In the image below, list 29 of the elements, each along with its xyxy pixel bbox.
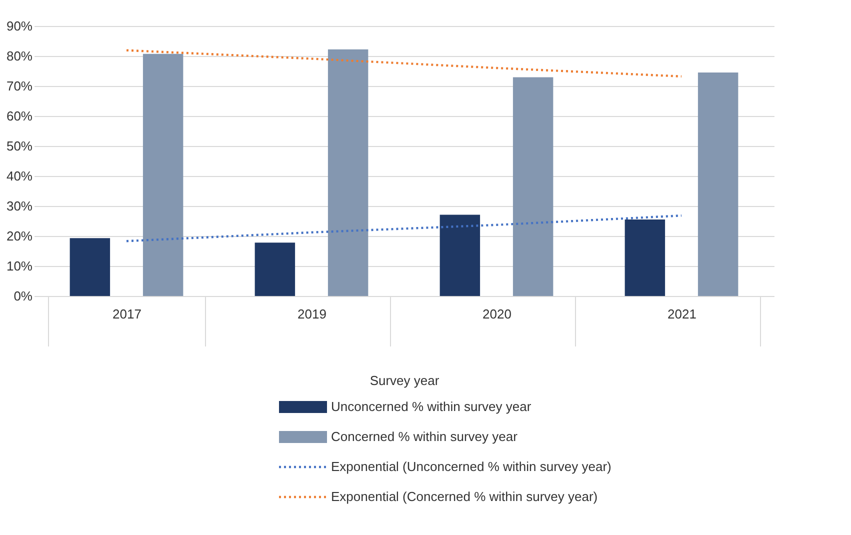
y-tick-label: 60% <box>6 108 33 124</box>
x-tick-label: 2017 <box>112 306 142 322</box>
y-tick-label: 0% <box>14 288 33 304</box>
bar <box>254 242 296 296</box>
x-tick-label: 2020 <box>482 306 512 322</box>
legend-label: Unconcerned % within survey year <box>331 399 532 414</box>
y-tick-label: 90% <box>6 18 33 34</box>
x-tick-label: 2019 <box>298 306 326 322</box>
y-tick-label: 40% <box>6 168 33 184</box>
y-tick-label: 10% <box>6 258 33 274</box>
y-tick-label: 70% <box>6 78 33 94</box>
line-series <box>125 49 683 78</box>
y-tick-label: 80% <box>6 48 33 64</box>
y-tick-label: 20% <box>6 228 33 244</box>
y-tick-label: 30% <box>6 198 33 214</box>
legend-label: Exponential (Concerned % within survey year) <box>331 489 598 504</box>
bar <box>698 72 738 296</box>
bar <box>142 54 184 296</box>
bar <box>624 220 666 296</box>
x-tick-label: 2021 <box>668 306 696 322</box>
legend-label: Concerned % within survey year <box>331 429 518 444</box>
bar <box>440 214 480 296</box>
bar <box>70 238 110 296</box>
legend-label: Exponential (Unconcerned % within survey year) <box>331 459 612 474</box>
x-axis-title: Survey year <box>370 373 440 388</box>
bar <box>512 77 554 296</box>
line-series <box>125 214 683 242</box>
y-tick-label: 50% <box>6 138 33 154</box>
bar <box>328 49 368 296</box>
